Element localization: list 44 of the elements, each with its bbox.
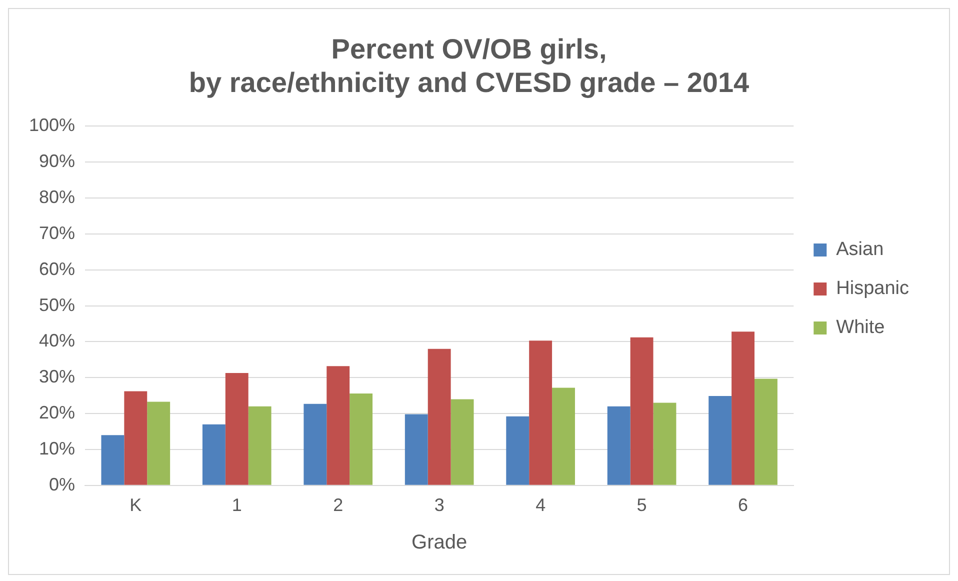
legend-label: Asian: [836, 239, 884, 260]
bar: [326, 366, 350, 485]
y-tick-label: 10%: [39, 438, 76, 458]
y-tick-label: 50%: [39, 294, 76, 315]
bar: [147, 402, 170, 485]
bar: [202, 424, 226, 485]
y-tick-label: 70%: [39, 222, 76, 243]
bar: [101, 435, 124, 485]
bar: [732, 332, 754, 485]
bar: [450, 399, 474, 485]
bar: [653, 402, 676, 485]
bar: [754, 378, 778, 485]
x-tick-label: K: [130, 495, 142, 516]
bar: [506, 416, 530, 485]
bar: [350, 393, 373, 485]
y-tick-label: 90%: [39, 151, 76, 172]
bar: [607, 406, 630, 485]
bar: [428, 348, 451, 485]
y-tick-label: 20%: [39, 402, 76, 423]
x-tick-label: 3: [434, 495, 444, 516]
x-axis-title: Grade: [412, 532, 468, 554]
bar: [124, 391, 148, 485]
y-tick-label: 60%: [39, 258, 76, 279]
chart-title: Percent OV/OB girls, by race/ethnicity and CVESD grade – 2014: [188, 34, 750, 98]
x-tick-label: 4: [536, 495, 546, 516]
y-tick-label: 30%: [39, 366, 76, 387]
bar: [225, 372, 248, 485]
x-tick-label: 2: [333, 495, 344, 516]
x-tick-label: 1: [232, 495, 242, 516]
legend-label: Hispanic: [836, 278, 910, 300]
bar: [708, 396, 732, 485]
bar: [304, 404, 327, 485]
y-tick-label: 100%: [28, 115, 76, 136]
bar: [552, 388, 575, 485]
y-tick-label: 0%: [49, 474, 76, 494]
bar: [630, 337, 654, 485]
bar: [404, 414, 428, 485]
x-tick-label: 6: [738, 495, 748, 516]
legend-label: White: [836, 317, 885, 338]
y-tick-label: 80%: [39, 187, 76, 208]
y-tick-label: 40%: [39, 330, 76, 351]
x-tick-label: 5: [636, 495, 647, 516]
bar: [529, 340, 552, 485]
bar: [248, 406, 272, 485]
